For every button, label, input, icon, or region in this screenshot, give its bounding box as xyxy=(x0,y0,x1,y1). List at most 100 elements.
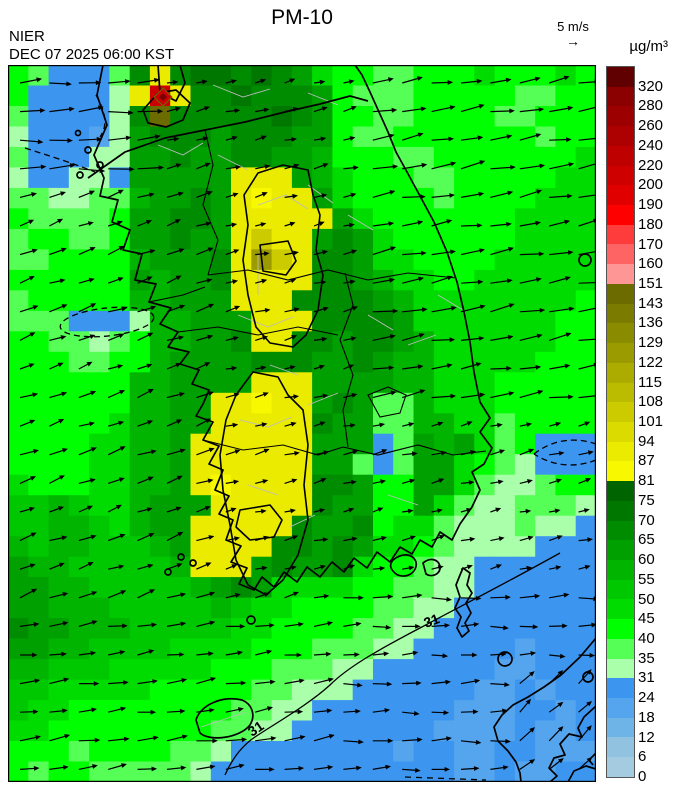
wind-arrow-head xyxy=(293,591,299,597)
wind-arrow-head xyxy=(349,222,355,228)
wind-arrow-shaft xyxy=(578,654,592,657)
wind-arrow-head xyxy=(28,219,35,225)
wind-arrow-shaft xyxy=(431,138,451,141)
grid-cell xyxy=(514,597,536,619)
grid-cell xyxy=(190,515,212,537)
grid-cell xyxy=(68,146,90,168)
wind-arrow-shaft xyxy=(137,250,153,256)
wind-arrow-head xyxy=(419,389,426,394)
grid-cell xyxy=(433,187,455,209)
grid-cell xyxy=(28,208,50,230)
grid-cell xyxy=(494,85,516,107)
wind-arrow-head xyxy=(420,106,427,112)
grid-cell xyxy=(352,269,374,291)
wind-arrow-head xyxy=(150,449,157,455)
grid-cell xyxy=(393,700,415,722)
grid-cell xyxy=(271,228,293,250)
wind-arrow-shaft xyxy=(19,623,36,627)
wind-arrow-shaft xyxy=(519,222,538,227)
grid-cell xyxy=(190,208,212,230)
colorbar-tick-label: 180 xyxy=(638,215,664,233)
wind-arrow-shaft xyxy=(255,737,274,742)
wind-arrow-shaft xyxy=(372,135,392,141)
grid-cell xyxy=(555,126,577,148)
grid-cell xyxy=(210,515,232,537)
colorbar-segment xyxy=(607,441,634,462)
wind-arrow-shaft xyxy=(196,248,211,256)
grid-cell xyxy=(149,618,171,640)
wind-arrow-shaft xyxy=(108,565,122,570)
grid-cell xyxy=(8,679,29,701)
wind-arrow-shaft xyxy=(225,306,238,313)
grid-cell xyxy=(393,413,415,435)
wind-arrow-shaft xyxy=(166,735,185,742)
wind-arrow-head xyxy=(157,108,164,114)
wind-arrow-head xyxy=(209,708,215,713)
wind-arrow-head xyxy=(388,221,395,227)
wind-arrow-head xyxy=(32,709,39,715)
grid-cell xyxy=(28,474,50,496)
wind-arrow-head xyxy=(32,652,38,658)
wind-arrow-head xyxy=(558,758,564,764)
wind-arrow-head xyxy=(351,536,358,542)
grid-cell xyxy=(8,331,29,353)
grid-cell xyxy=(393,187,415,209)
wind-arrow-shaft xyxy=(431,597,449,601)
grid-cell xyxy=(555,413,577,435)
grid-cell xyxy=(352,413,374,435)
wind-arrow-head xyxy=(180,592,187,598)
wind-arrow-head xyxy=(148,192,155,198)
colorbar-tick-label: 24 xyxy=(638,689,655,707)
grid-cell xyxy=(474,269,496,291)
wind-arrow-head xyxy=(121,763,127,768)
wind-arrow-shaft xyxy=(431,364,450,370)
colorbar-segment xyxy=(607,638,634,659)
grid-cell xyxy=(190,618,212,640)
grid-cell xyxy=(149,372,171,394)
wind-arrow-shaft xyxy=(490,625,506,629)
grid-cell xyxy=(291,618,313,640)
wind-arrow-head xyxy=(447,80,454,85)
wind-arrow-head xyxy=(417,737,423,743)
grid-cell xyxy=(352,392,374,414)
wind-arrow-head xyxy=(554,508,561,514)
wind-arrow-shaft xyxy=(108,764,124,770)
grid-cell xyxy=(433,372,455,394)
wind-arrow-head xyxy=(496,564,502,569)
wind-arrow-head xyxy=(495,507,502,513)
wind-arrow-head xyxy=(539,163,546,169)
grid-cell xyxy=(555,618,577,640)
wind-arrow-shaft xyxy=(549,251,571,256)
wind-arrow-shaft xyxy=(460,105,482,113)
grid-cell xyxy=(190,536,212,558)
grid-cell xyxy=(129,597,151,619)
grid-cell xyxy=(68,269,90,291)
grid-cell xyxy=(8,106,29,128)
grid-cell xyxy=(149,679,171,701)
grid-cell xyxy=(109,290,131,312)
grid-cell xyxy=(271,659,293,681)
wind-arrow-shaft xyxy=(343,653,357,656)
wind-arrow-shaft xyxy=(284,308,297,313)
grid-cell xyxy=(514,228,536,250)
grid-cell xyxy=(271,126,293,148)
grid-cell xyxy=(251,618,273,640)
grid-cell xyxy=(575,597,597,619)
grid-cell xyxy=(48,536,70,558)
grid-cell xyxy=(433,679,455,701)
wind-arrow-head xyxy=(34,678,41,684)
wind-arrow-head xyxy=(263,448,270,454)
grid-cell xyxy=(393,741,415,763)
wind-arrow-head xyxy=(392,164,399,170)
wind-arrow-head xyxy=(147,388,154,394)
wind-arrow-shaft xyxy=(49,563,62,570)
grid-cell xyxy=(575,228,597,250)
grid-cell xyxy=(352,597,374,619)
grid-cell xyxy=(48,85,70,107)
grid-cell xyxy=(474,331,496,353)
colorbar-segment xyxy=(607,717,634,738)
wind-arrow-shaft xyxy=(372,450,385,456)
grid-cell xyxy=(231,618,252,640)
wind-arrow-shaft xyxy=(49,710,65,713)
grid-cell xyxy=(129,433,151,455)
